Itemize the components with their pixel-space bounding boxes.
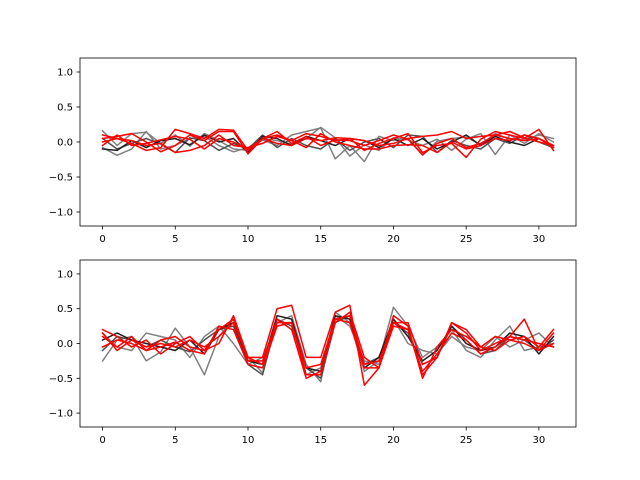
series-line-7 <box>101 130 555 156</box>
y-tick-label: 0.5 <box>57 304 73 315</box>
series-line-4 <box>101 304 555 386</box>
x-tick-label: 20 <box>387 435 400 446</box>
x-tick-label: 15 <box>314 435 327 446</box>
x-tick-label: 25 <box>460 435 473 446</box>
x-tick-label: 30 <box>533 435 546 446</box>
x-tick-label: 25 <box>460 234 473 245</box>
series-line-6 <box>101 132 555 154</box>
y-tick-label: 0.5 <box>57 103 73 114</box>
top-subplot: 0 5 10 15 20 25 30 −1.0 −0.5 0.0 0.5 1.0 <box>49 57 577 245</box>
series-line-6 <box>101 311 555 380</box>
x-tick-label: 10 <box>242 435 255 446</box>
y-tick-label: 1.0 <box>57 269 73 280</box>
x-tick-label: 30 <box>533 234 546 245</box>
x-tick-label: 5 <box>172 435 178 446</box>
series-group <box>101 304 555 386</box>
bottom-subplot: 0 5 10 15 20 25 30 −1.0 −0.5 0.0 0.5 1.0 <box>49 259 577 446</box>
x-tick-label: 0 <box>99 234 105 245</box>
x-tick-label: 10 <box>242 234 255 245</box>
x-tick-label: 15 <box>314 234 327 245</box>
y-tick-label: −1.0 <box>49 208 73 219</box>
y-tick-label: −0.5 <box>49 374 73 385</box>
series-line-7 <box>101 314 555 373</box>
y-tick-label: 0.0 <box>57 339 73 350</box>
x-tick-label: 20 <box>387 234 400 245</box>
y-tick-label: −1.0 <box>49 409 73 420</box>
series-group <box>101 126 555 163</box>
y-tick-label: −0.5 <box>49 173 73 184</box>
y-tick-label: 0.0 <box>57 138 73 149</box>
y-tick-label: 1.0 <box>57 68 73 79</box>
x-tick-label: 0 <box>99 435 105 446</box>
x-tick-label: 5 <box>172 234 178 245</box>
